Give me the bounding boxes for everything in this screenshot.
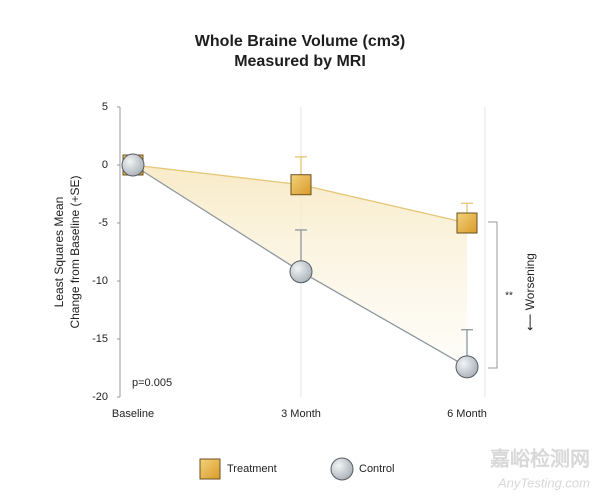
marker bbox=[290, 174, 312, 196]
y-axis-label: Change from Baseline (+SE) bbox=[68, 175, 82, 328]
chart-title: Whole Braine Volume (cm3) bbox=[195, 33, 405, 50]
y-tick-label: -5 bbox=[98, 217, 108, 229]
direction-label: ⟵ Worsening bbox=[523, 253, 537, 331]
legend-label: Control bbox=[359, 463, 394, 475]
plot: 5 0 -5 -10 -15 -20 Baseline 3 Month 6 Month bbox=[92, 101, 487, 420]
marker bbox=[121, 153, 145, 177]
p-value: p=0.005 bbox=[132, 377, 172, 389]
y-tick-label: 5 bbox=[102, 101, 108, 113]
y-axis-label: Least Squares Mean bbox=[52, 197, 66, 308]
x-tick-label: 3 Month bbox=[281, 408, 321, 420]
x-tick-label: 6 Month bbox=[447, 408, 487, 420]
y-tick-label: -15 bbox=[92, 333, 108, 345]
chart-title: Measured by MRI bbox=[234, 53, 366, 70]
y-tick-label: 0 bbox=[102, 159, 108, 171]
significance: ** bbox=[505, 291, 513, 302]
legend-marker bbox=[330, 457, 354, 481]
marker bbox=[456, 212, 478, 234]
legend-marker bbox=[199, 458, 221, 480]
x-tick-label: Baseline bbox=[112, 408, 154, 420]
bracket bbox=[488, 221, 498, 369]
legend-label: Treatment bbox=[227, 463, 277, 475]
y-tick-label: -10 bbox=[92, 275, 108, 287]
watermark: AnyTesting.com bbox=[497, 475, 590, 490]
marker bbox=[455, 355, 479, 379]
y-tick-label: -20 bbox=[92, 391, 108, 403]
marker bbox=[289, 260, 313, 284]
watermark: 嘉峪检测网 bbox=[489, 446, 590, 470]
